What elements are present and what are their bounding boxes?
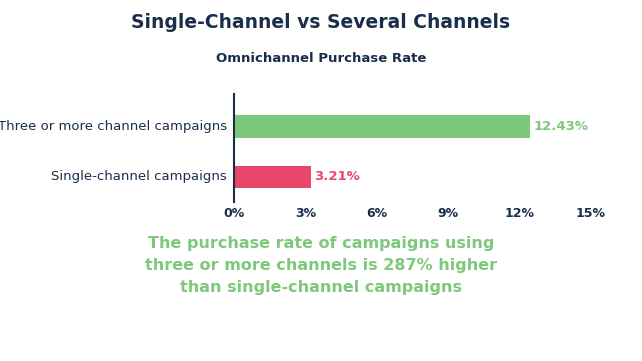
Text: Omnichannel Purchase Rate: Omnichannel Purchase Rate xyxy=(216,52,426,65)
Text: Single-channel campaigns: Single-channel campaigns xyxy=(51,170,227,183)
Bar xyxy=(234,166,311,188)
Text: Three or more channel campaigns: Three or more channel campaigns xyxy=(0,120,227,133)
Bar xyxy=(234,115,530,138)
Text: Single-Channel vs Several Channels: Single-Channel vs Several Channels xyxy=(132,13,510,32)
Text: The purchase rate of campaigns using
three or more channels is 287% higher
than : The purchase rate of campaigns using thr… xyxy=(145,236,497,295)
Text: 12.43%: 12.43% xyxy=(533,120,588,133)
Text: 3.21%: 3.21% xyxy=(314,170,360,183)
